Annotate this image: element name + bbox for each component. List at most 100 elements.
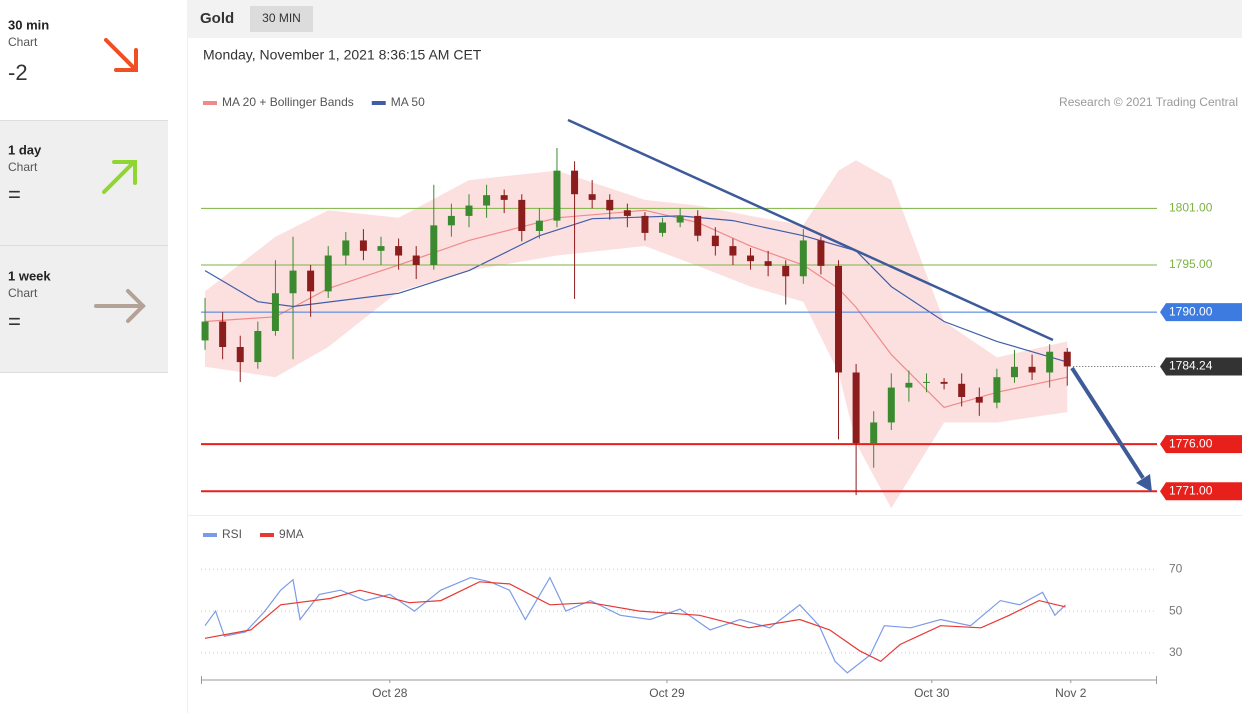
legend-label: MA 20 + Bollinger Bands xyxy=(222,95,354,109)
chart-label: Chart xyxy=(8,35,38,49)
timestamp: Monday, November 1, 2021 8:36:15 AM CET xyxy=(203,47,482,63)
candle-body xyxy=(852,372,860,444)
legend-swatch xyxy=(203,533,217,537)
price-label: 1776.00 xyxy=(1169,436,1213,450)
period: 1 week xyxy=(8,268,51,283)
candle-body xyxy=(342,240,350,256)
candle-body xyxy=(782,265,790,277)
candle-body xyxy=(940,381,948,384)
candle-body xyxy=(711,235,719,247)
header-bar xyxy=(187,0,1242,38)
candle-body xyxy=(659,222,667,233)
arrow-down-icon xyxy=(104,38,138,72)
candle-body xyxy=(271,293,279,331)
y-tick-label: 70 xyxy=(1169,561,1183,575)
bollinger-band xyxy=(205,160,1068,509)
candle-body xyxy=(289,270,297,294)
x-tick-label: Oct 30 xyxy=(914,686,950,700)
candle-body xyxy=(430,225,438,265)
price-tag xyxy=(1160,357,1242,376)
forecast-arrowhead xyxy=(1136,474,1152,492)
trendline xyxy=(567,118,1054,342)
candle-body xyxy=(606,199,614,211)
candle-body xyxy=(922,381,930,383)
candle-body xyxy=(307,270,315,292)
candle-body xyxy=(483,195,491,206)
price-label: 1795.00 xyxy=(1169,257,1213,271)
arrow-up-icon xyxy=(102,160,137,194)
candle-body xyxy=(676,215,684,223)
price-layer xyxy=(201,148,1071,496)
legend-label: 9MA xyxy=(279,527,304,541)
x-tick-label: Oct 28 xyxy=(372,686,408,700)
candle-body xyxy=(623,210,631,216)
indicator-line xyxy=(204,576,1066,674)
candle-body xyxy=(377,246,385,251)
candle-body xyxy=(219,321,227,348)
candle-body xyxy=(975,396,983,403)
candle-body xyxy=(1046,351,1054,373)
candle-body xyxy=(1028,366,1036,373)
legend-label: RSI xyxy=(222,527,242,541)
signal: -2 xyxy=(8,60,28,85)
y-tick-label: 30 xyxy=(1169,645,1183,659)
candle-body xyxy=(817,240,825,266)
legend-swatch xyxy=(260,533,275,537)
forecast-arrow xyxy=(1070,366,1145,480)
background-layer xyxy=(201,160,1157,654)
candle-body xyxy=(799,240,807,277)
candle-body xyxy=(412,255,420,265)
candle-body xyxy=(729,246,737,256)
candle-body xyxy=(835,265,843,373)
price-label: 1784.24 xyxy=(1169,359,1213,373)
candle-body xyxy=(764,261,772,266)
candle-body xyxy=(588,194,596,200)
candle-body xyxy=(518,199,526,232)
candle-body xyxy=(887,387,895,423)
candle-body xyxy=(870,422,878,444)
candle-body xyxy=(324,255,332,292)
candle-body xyxy=(254,330,262,363)
candle-body xyxy=(553,170,561,221)
sidebar-panel[interactable] xyxy=(0,121,168,245)
sidebar-panel[interactable] xyxy=(0,0,168,120)
chart-label: Chart xyxy=(8,286,38,300)
candle-body xyxy=(395,246,403,256)
legend-swatch xyxy=(203,101,217,105)
signal: = xyxy=(8,182,21,207)
arrow-right-icon xyxy=(94,289,146,323)
price-tag xyxy=(1160,303,1242,322)
period: 30 min xyxy=(8,17,49,32)
candle-body xyxy=(1010,366,1018,378)
interval[interactable]: 30 MIN xyxy=(262,11,301,25)
candle-body xyxy=(201,321,209,341)
moving-average xyxy=(204,209,1068,409)
price-tag xyxy=(1160,435,1242,454)
y-tick-label: 50 xyxy=(1169,603,1183,617)
candle-body xyxy=(500,195,508,200)
candle-body xyxy=(535,220,543,232)
x-tick-label: Nov 2 xyxy=(1055,686,1087,700)
candle-body xyxy=(958,383,966,397)
x-tick-label: Oct 29 xyxy=(649,686,685,700)
legend-swatch xyxy=(371,101,386,105)
price-label: 1801.00 xyxy=(1169,201,1213,215)
candle-body xyxy=(993,377,1001,403)
candle-body xyxy=(359,240,367,251)
indicator-line xyxy=(204,581,1066,663)
candle-body xyxy=(694,215,702,236)
interval-badge[interactable] xyxy=(250,6,313,32)
candle-body xyxy=(447,215,455,226)
candle-body xyxy=(905,382,913,388)
period: 1 day xyxy=(8,142,42,157)
chart-label: Chart xyxy=(8,160,38,174)
copyright: Research © 2021 Trading Central xyxy=(1059,95,1238,109)
indicator-layer xyxy=(201,207,1157,674)
legend-label: MA 50 xyxy=(391,95,425,109)
candle-body xyxy=(571,170,579,195)
price-label: 1790.00 xyxy=(1169,304,1213,318)
price-tag xyxy=(1160,482,1242,501)
candle-body xyxy=(641,215,649,233)
candle-body xyxy=(747,255,755,262)
